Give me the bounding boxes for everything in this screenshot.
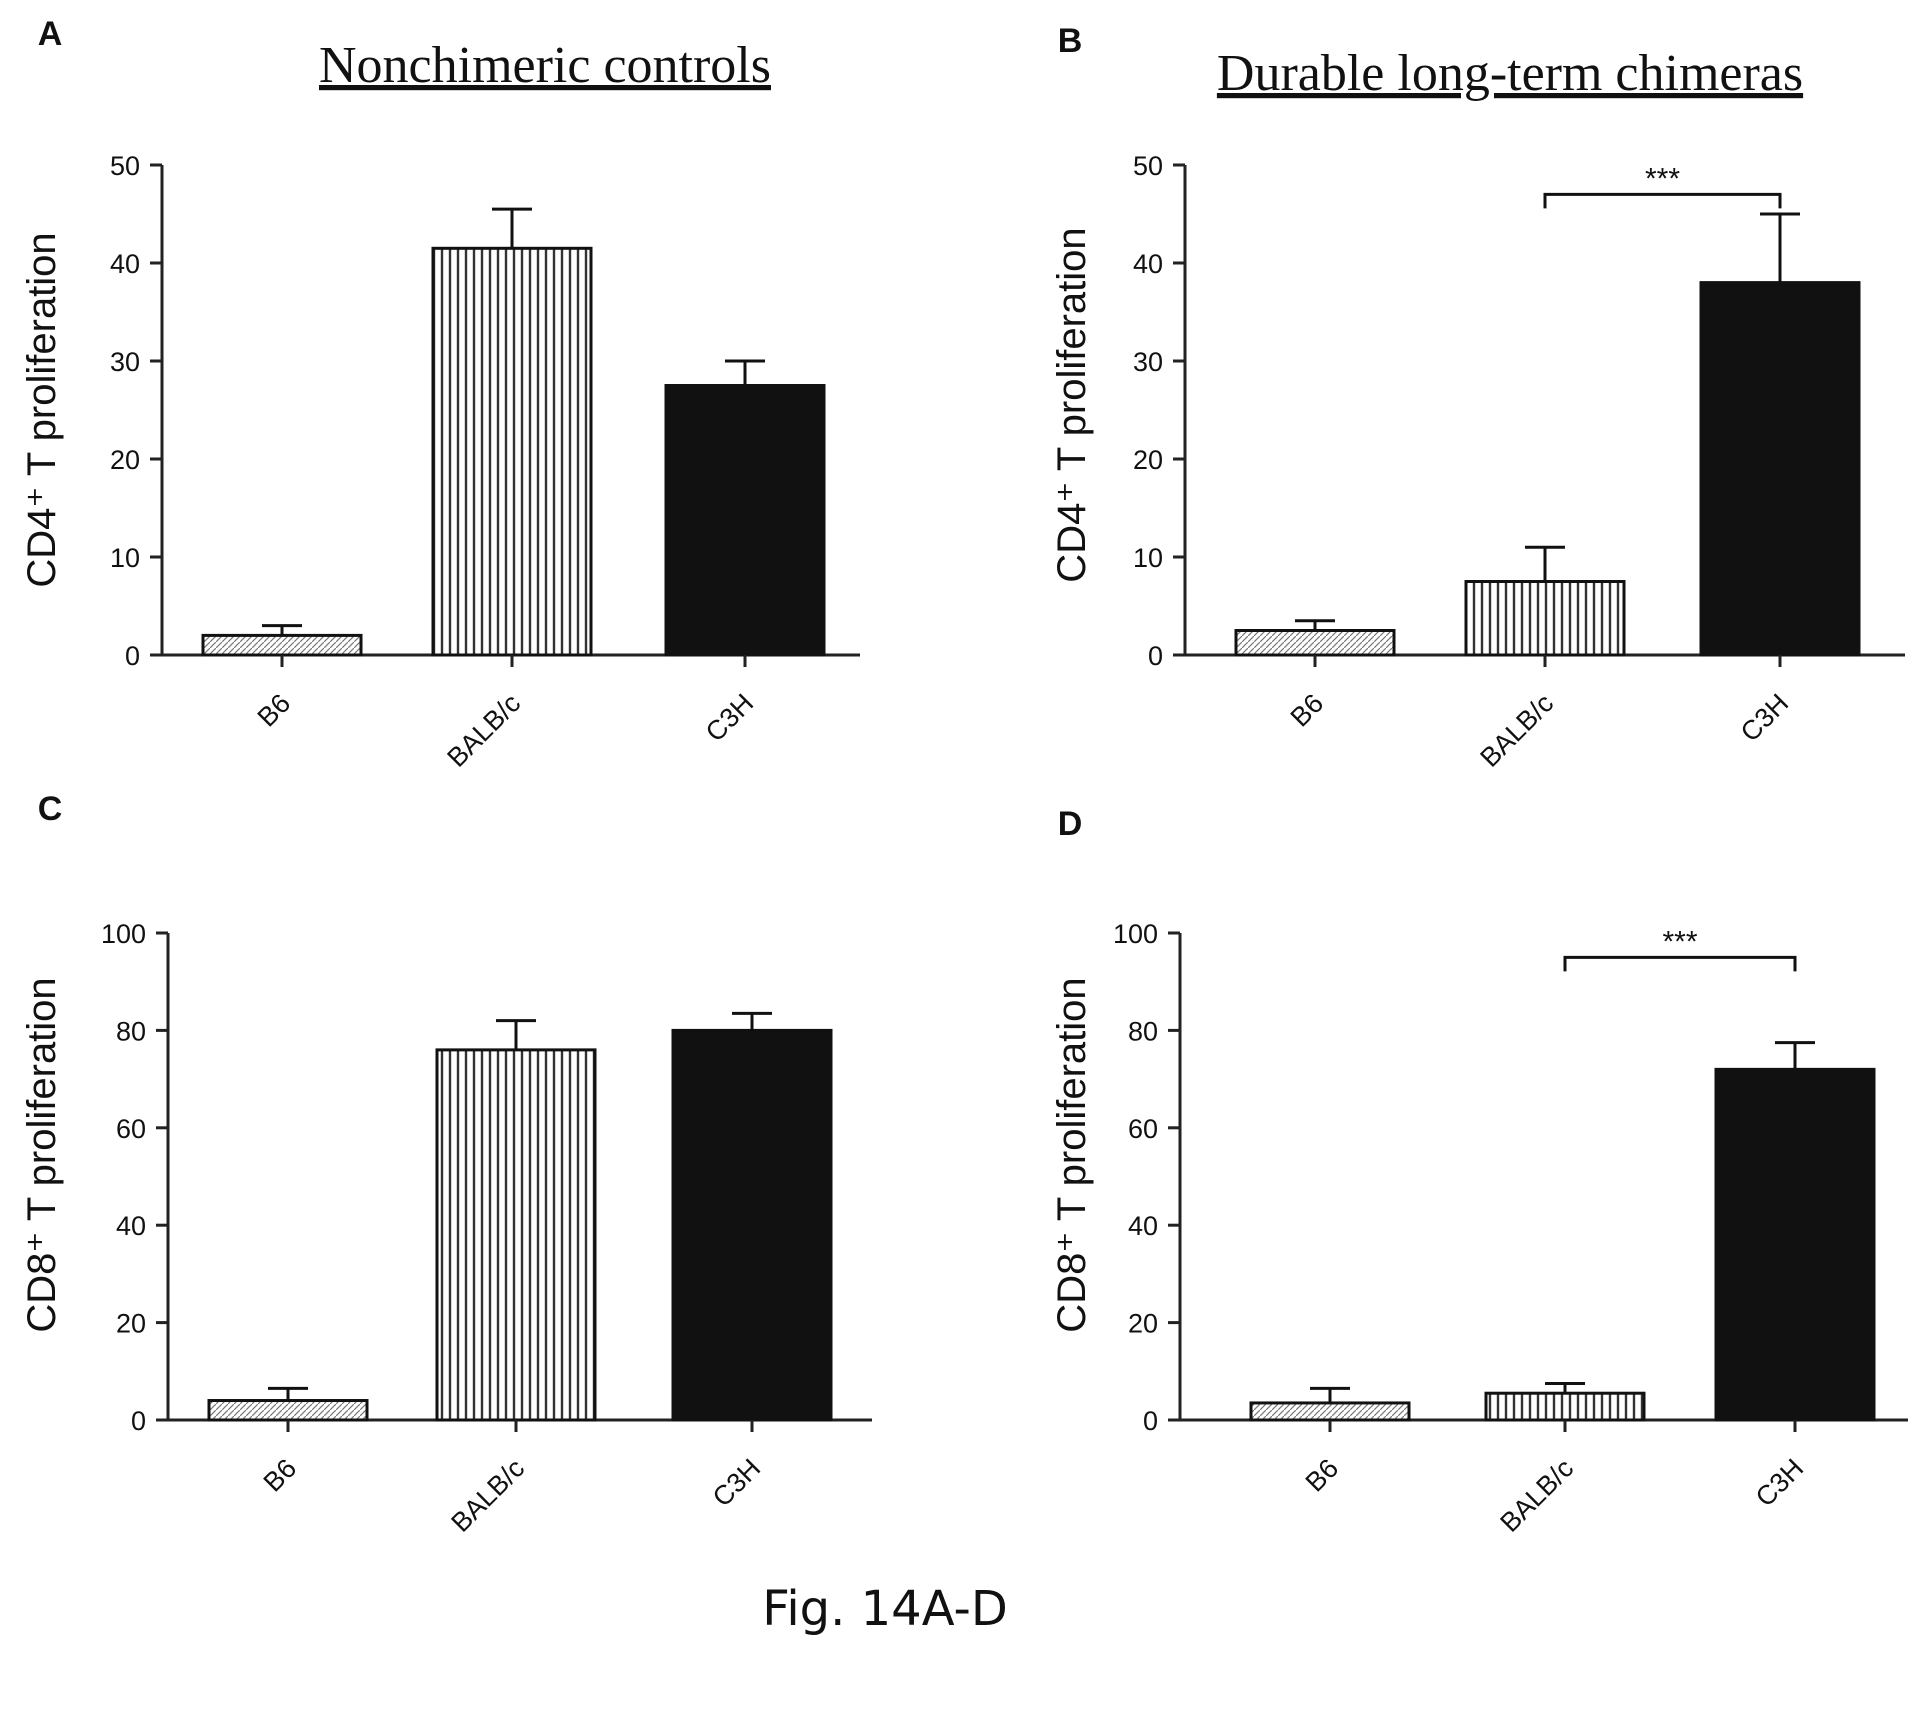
bar-c3h <box>673 1030 831 1420</box>
y-tick-label: 0 <box>1148 641 1163 671</box>
y-tick-label: 30 <box>1133 347 1163 377</box>
y-tick-label: 0 <box>131 1406 146 1436</box>
bar-b6 <box>1251 1403 1409 1420</box>
chart-panel-c: C CD8⁺ T proliferation 0 20 40 60 80 100 B6 BALB/… <box>20 790 872 1538</box>
bar-b6 <box>203 635 361 655</box>
bar-b6 <box>1236 631 1394 656</box>
y-tick-label: 30 <box>110 347 140 377</box>
y-tick-label: 80 <box>1128 1016 1158 1046</box>
chart-panel-a: A Nonchimeric controls CD4⁺ T proliferatio… <box>20 15 860 773</box>
significance-label: *** <box>1645 162 1680 195</box>
bar-b6 <box>209 1401 367 1420</box>
y-tick-label: 40 <box>116 1211 146 1241</box>
bar-balbc <box>437 1050 595 1420</box>
bar-balbc <box>433 248 591 655</box>
y-tick-label: 80 <box>116 1016 146 1046</box>
bar-balbc <box>1466 582 1624 656</box>
x-category-label: BALB/c <box>1474 688 1559 773</box>
chart-panel-d: D CD8⁺ T proliferation 0 20 40 60 80 100 B6 BALB/… <box>1050 805 1908 1538</box>
significance-bracket <box>1545 194 1780 208</box>
y-tick-label: 40 <box>1128 1211 1158 1241</box>
y-tick-label: 20 <box>110 445 140 475</box>
figure-caption: Fig. 14A-D <box>762 1581 1008 1637</box>
y-tick-label: 50 <box>110 151 140 181</box>
significance-bracket <box>1565 957 1795 971</box>
x-category-label: B6 <box>1300 1453 1345 1498</box>
bar-c3h <box>1701 283 1859 655</box>
chart-title: Nonchimeric controls <box>319 37 771 94</box>
y-tick-label: 100 <box>101 919 146 949</box>
y-axis-title: CD4⁺ T proliferation <box>20 232 64 587</box>
x-category-label: BALB/c <box>1494 1453 1579 1538</box>
x-category-label: BALB/c <box>445 1453 530 1538</box>
x-category-label: C3H <box>700 688 759 747</box>
y-tick-label: 10 <box>1133 543 1163 573</box>
x-category-label: C3H <box>707 1453 766 1512</box>
x-category-label: BALB/c <box>441 688 526 773</box>
x-category-label: B6 <box>1285 688 1330 733</box>
bar-balbc <box>1486 1393 1644 1420</box>
y-axis-title: CD4⁺ T proliferation <box>1050 227 1094 582</box>
bar-c3h <box>1716 1069 1874 1420</box>
y-axis-title: CD8⁺ T proliferation <box>20 977 64 1332</box>
y-tick-label: 60 <box>1128 1114 1158 1144</box>
panel-letter: C <box>38 790 63 828</box>
panel-letter: A <box>38 15 63 53</box>
chart-title: Durable long-term chimeras <box>1217 45 1803 102</box>
bar-c3h <box>666 386 824 656</box>
panel-letter: B <box>1058 22 1083 60</box>
panel-letter: D <box>1058 805 1083 843</box>
y-axis-title: CD8⁺ T proliferation <box>1050 977 1094 1332</box>
x-category-label: B6 <box>252 688 297 733</box>
y-tick-label: 20 <box>116 1309 146 1339</box>
x-category-label: C3H <box>1735 688 1794 747</box>
y-tick-label: 60 <box>116 1114 146 1144</box>
y-tick-label: 20 <box>1133 445 1163 475</box>
y-tick-label: 50 <box>1133 151 1163 181</box>
y-tick-label: 40 <box>110 249 140 279</box>
y-tick-label: 100 <box>1113 919 1158 949</box>
y-tick-label: 0 <box>1143 1406 1158 1436</box>
y-tick-label: 20 <box>1128 1309 1158 1339</box>
x-category-label: C3H <box>1750 1453 1809 1512</box>
y-tick-label: 0 <box>125 641 140 671</box>
y-tick-label: 40 <box>1133 249 1163 279</box>
significance-label: *** <box>1662 925 1697 958</box>
y-tick-label: 10 <box>110 543 140 573</box>
x-category-label: B6 <box>258 1453 303 1498</box>
chart-panel-b: B Durable long-term chimeras CD4⁺ T prolif… <box>1050 22 1905 773</box>
